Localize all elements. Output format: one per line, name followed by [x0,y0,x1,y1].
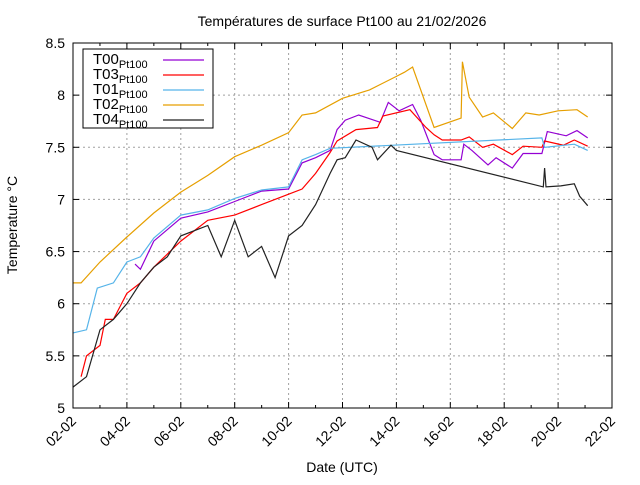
legend-subscript: Pt100 [119,74,148,86]
legend-name: T03 [93,66,119,83]
series-line-t03 [80,109,588,377]
series-line-t00 [134,101,589,271]
legend-name: T01 [93,81,119,98]
series-lines [72,61,589,388]
legend-label-t04: T04Pt100 [93,111,148,131]
x-tick-label: 12-02 [312,413,349,450]
x-tick-label: 04-02 [96,413,133,450]
legend-box [82,48,214,129]
plot-frame [72,42,613,409]
x-tick-label: 06-02 [150,413,187,450]
legend-label-t02: T02Pt100 [93,96,148,116]
y-tick-label: 8 [57,87,65,103]
x-tick-label: 16-02 [420,413,457,450]
x-tick-label: 20-02 [528,413,565,450]
legend-subscript: Pt100 [119,59,148,71]
y-tick-label: 8.5 [46,35,66,51]
y-tick-label: 7 [57,191,65,207]
y-tick-label: 6.5 [46,244,66,260]
y-tick-label: 5.5 [46,348,66,364]
x-axis-label: Date (UTC) [306,459,378,475]
legend-subscript: Pt100 [119,89,148,101]
legend-name: T02 [93,96,119,113]
legend-subscript: Pt100 [119,119,148,131]
legend-label-t01: T01Pt100 [93,81,148,101]
x-tick-label: 08-02 [204,413,241,450]
y-tick-label: 7.5 [46,139,66,155]
legend-name: T00 [93,51,119,68]
y-tick-label: 5 [57,400,65,416]
legend-label-t03: T03Pt100 [93,66,148,86]
series-line-t01 [72,137,588,334]
x-tick-label: 02-02 [42,413,79,450]
y-axis-label: Temperature °C [4,176,20,274]
x-tick-label: 10-02 [258,413,295,450]
chart-title: Températures de surface Pt100 au 21/02/2… [198,13,487,29]
series-line-t04 [72,139,589,388]
legend-subscript: Pt100 [119,104,148,116]
x-tick-label: 18-02 [474,413,511,450]
legend-label-t00: T00Pt100 [93,51,148,71]
x-tick-label: 14-02 [366,413,403,450]
y-tick-label: 6 [57,296,65,312]
series-line-t02 [73,61,589,284]
x-tick-label: 22-02 [581,413,618,450]
legend-name: T04 [93,111,119,128]
